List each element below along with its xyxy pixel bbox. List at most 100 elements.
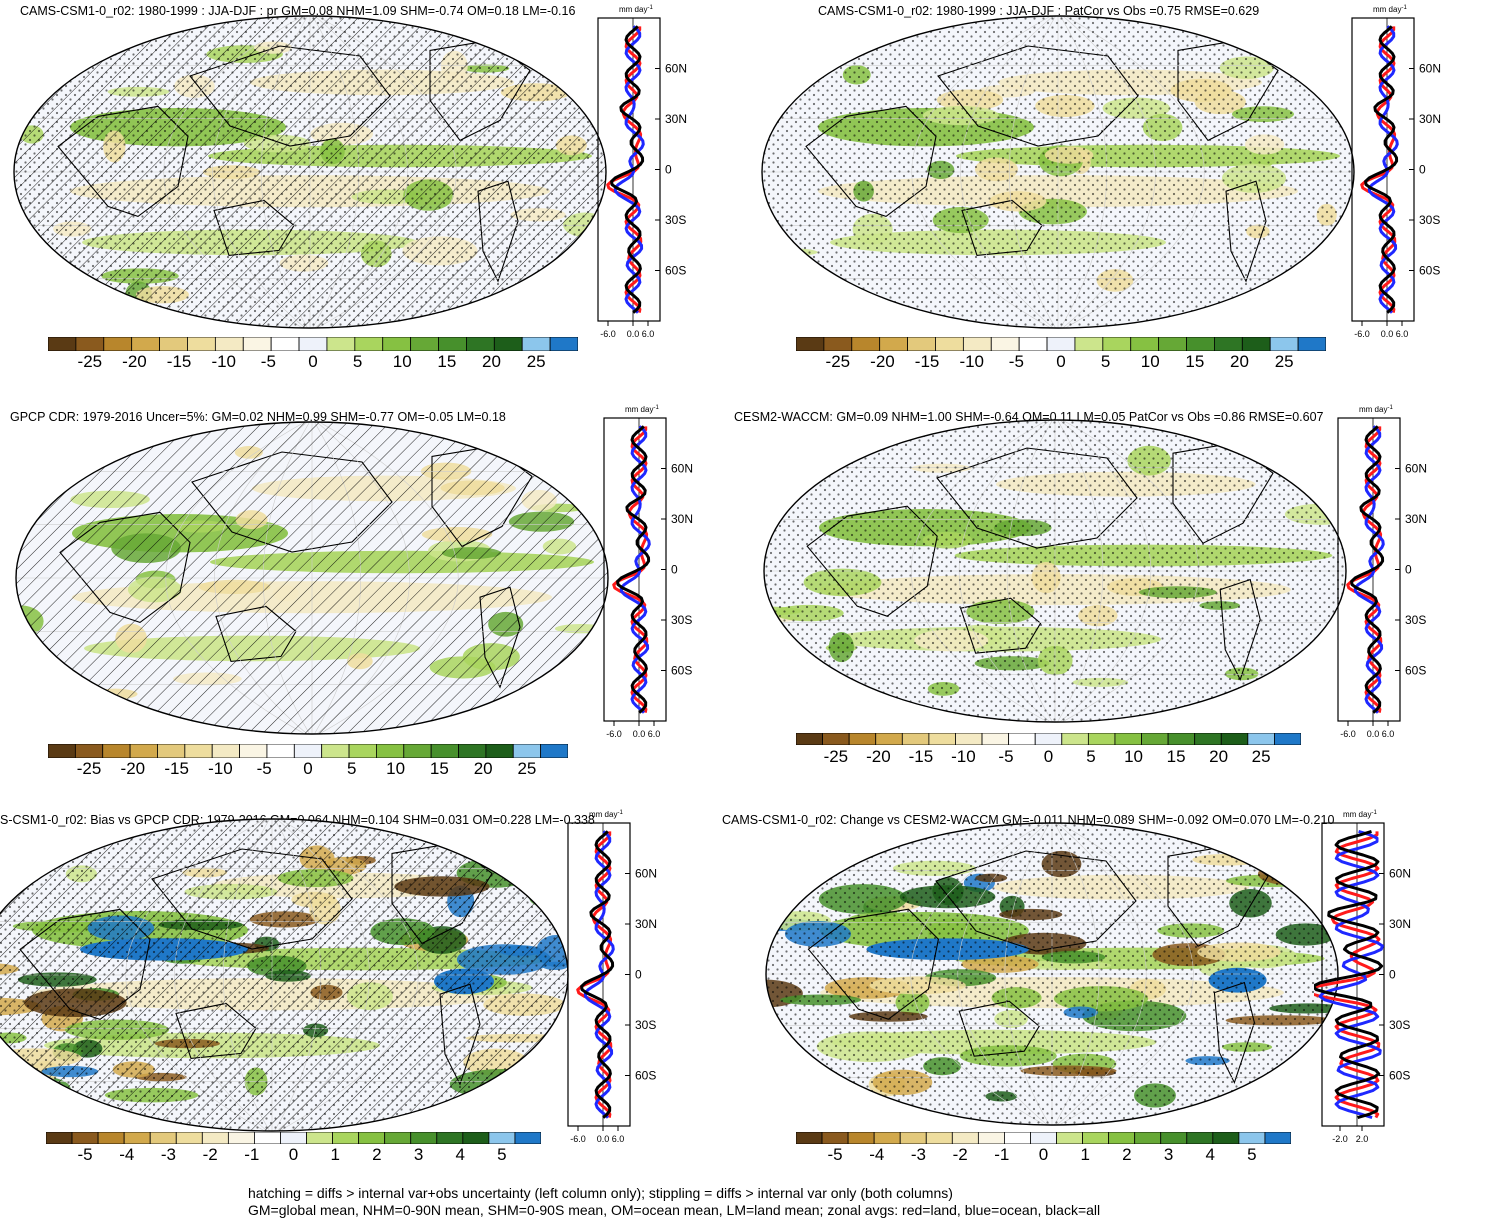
zonal-mean-plot: mm day-1 60N 30N 0 30S 60S -6.0 0.0 6.0 (597, 5, 687, 339)
map-plot (13, 15, 607, 329)
colorbar-swatch (1108, 1132, 1136, 1144)
zonal-value-tick: 0.0 (627, 329, 640, 339)
footer-line-1: hatching = diffs > internal var+obs unce… (248, 1185, 953, 1201)
colorbar-swatch (1264, 1132, 1291, 1144)
colorbar-tick-label: -3 (910, 1145, 926, 1164)
colorbar-tick-label: 0 (1043, 747, 1054, 766)
colorbar-swatch (129, 744, 158, 758)
zonal-units-label: mm day-1 (1373, 5, 1407, 14)
colorbar-tick-label: 0 (308, 352, 318, 371)
panel-2: CAMS-CSM1-0_r02: 1980-1999 : JJA-DJF : P… (748, 0, 1496, 380)
colorbar-swatch (847, 1132, 875, 1144)
zonal-lat-tick: 60N (665, 62, 687, 76)
colorbar-swatch (1130, 337, 1160, 351)
colorbar-swatch (955, 733, 983, 745)
all-line (616, 425, 651, 714)
colorbar-swatch (1167, 733, 1196, 745)
colorbar-labels: -25 -20 -15 -10 -5 0 5 10 15 20 25 (796, 352, 1326, 374)
colorbar-swatch (879, 337, 908, 351)
panel-3: GPCP CDR: 1979-2016 Uncer=5%: GM=0.02 NH… (0, 400, 720, 790)
zonal-units-label: mm day-1 (1343, 810, 1377, 819)
colorbar-swatch (821, 1132, 849, 1144)
colorbar-swatch (102, 744, 131, 758)
zonal-value-tick: -6.0 (600, 329, 616, 339)
colorbar-tick-label: 10 (386, 759, 406, 778)
zonal-lat-tick: 30S (665, 213, 686, 227)
colorbar (46, 1132, 541, 1144)
colorbar-swatch (462, 1132, 490, 1144)
land-line (606, 26, 643, 313)
colorbar-tick-label: -15 (166, 352, 192, 371)
colorbar-swatch (907, 337, 936, 351)
colorbar-swatch (157, 744, 186, 758)
colorbar-swatch (175, 1132, 203, 1144)
colorbar-swatch (875, 733, 903, 745)
zonal-lat-tick: 30N (635, 917, 657, 931)
zonal-value-tick: -6.0 (1340, 729, 1356, 739)
zonal-lat-tick: 60N (1389, 867, 1411, 881)
colorbar-swatch (384, 1132, 412, 1144)
land-line (1360, 26, 1397, 313)
zonal-mean-plot: mm day-1 60N 30N 0 30S 60S -6.0 0.0 6.0 (1337, 405, 1427, 739)
zonal-lat-tick: 60N (671, 462, 693, 476)
colorbar-swatch (214, 337, 244, 351)
zonal-lat-tick: 0 (635, 968, 642, 982)
colorbar-swatch (348, 744, 377, 758)
zonal-mean-plot: mm day-1 60N 30N 0 30S 60S -6.0 0.0 6.0 (603, 405, 693, 739)
colorbar-tick-label: -20 (120, 759, 146, 778)
colorbar-tick-label: 10 (1124, 747, 1144, 766)
colorbar-swatch (925, 1132, 953, 1144)
colorbar (48, 744, 568, 758)
map-plot (15, 421, 609, 735)
colorbar-tick-label: -15 (164, 759, 189, 778)
colorbar-swatch (75, 337, 105, 351)
colorbar-tick-label: 15 (1185, 352, 1205, 371)
colorbar-tick-label: -10 (208, 759, 233, 778)
colorbar-tick-label: -20 (866, 747, 891, 766)
zonal-lat-tick: 30S (1405, 613, 1426, 627)
colorbar-tick-label: 4 (1205, 1145, 1215, 1164)
colorbar-swatch (512, 744, 542, 758)
colorbar-swatch (354, 337, 384, 351)
colorbar-swatch (1212, 1132, 1240, 1144)
colorbar-swatch (935, 337, 964, 351)
colorbar-tick-label: 15 (1166, 747, 1186, 766)
zonal-lat-tick: 0 (1419, 163, 1426, 177)
colorbar-tick-label: -5 (260, 352, 276, 371)
colorbar-tick-label: 25 (1274, 352, 1294, 371)
colorbar-swatch (1034, 733, 1063, 745)
land-line (612, 426, 649, 713)
colorbar (796, 337, 1326, 351)
colorbar-swatch (430, 744, 459, 758)
colorbar-swatch (254, 1132, 281, 1144)
colorbar-swatch (159, 337, 188, 351)
colorbar-swatch (514, 1132, 541, 1144)
zonal-mean-plot: mm day-1 60N 30N 0 30S 60S -6.0 0.0 6.0 (567, 810, 657, 1144)
colorbar-swatch (796, 337, 825, 351)
zonal-mean-plot: mm day-1 60N 30N 0 30S 60S -6.0 0.0 6.0 (1351, 5, 1441, 339)
colorbar-swatch (485, 744, 514, 758)
colorbar-swatch (103, 337, 133, 351)
colorbar-swatch (1102, 337, 1132, 351)
colorbar-tick-label: 3 (1163, 1145, 1174, 1164)
colorbar-swatch (1061, 733, 1089, 745)
colorbar-swatch (851, 337, 881, 351)
zonal-mean-plot: mm day-1 60N 30N 0 30S 60S -2.0 2.0 (1314, 810, 1411, 1144)
zonal-lat-tick: 30N (1389, 917, 1411, 931)
colorbar-swatch (321, 744, 350, 758)
zonal-value-tick: 6.0 (1396, 329, 1409, 339)
colorbar-tick-label: -25 (823, 747, 849, 766)
colorbar-tick-label: 5 (347, 759, 357, 778)
zonal-lat-tick: 30N (665, 112, 687, 126)
colorbar-swatch (48, 744, 76, 758)
colorbar-labels: -5 -4 -3 -2 -1 0 1 2 3 4 5 (796, 1145, 1291, 1167)
colorbar-swatch (1114, 733, 1142, 745)
colorbar-labels: -5 -4 -3 -2 -1 0 1 2 3 4 5 (46, 1145, 541, 1167)
panel-4: CESM2-WACCM: GM=0.09 NHM=1.00 SHM=-0.64 … (734, 400, 1496, 790)
colorbar-swatch (410, 337, 439, 351)
colorbar-swatch (466, 337, 495, 351)
colorbar-tick-label: 25 (526, 352, 546, 371)
map-plot (761, 15, 1355, 329)
zonal-lat-tick: 60S (1389, 1069, 1410, 1083)
colorbar-swatch (493, 337, 523, 351)
